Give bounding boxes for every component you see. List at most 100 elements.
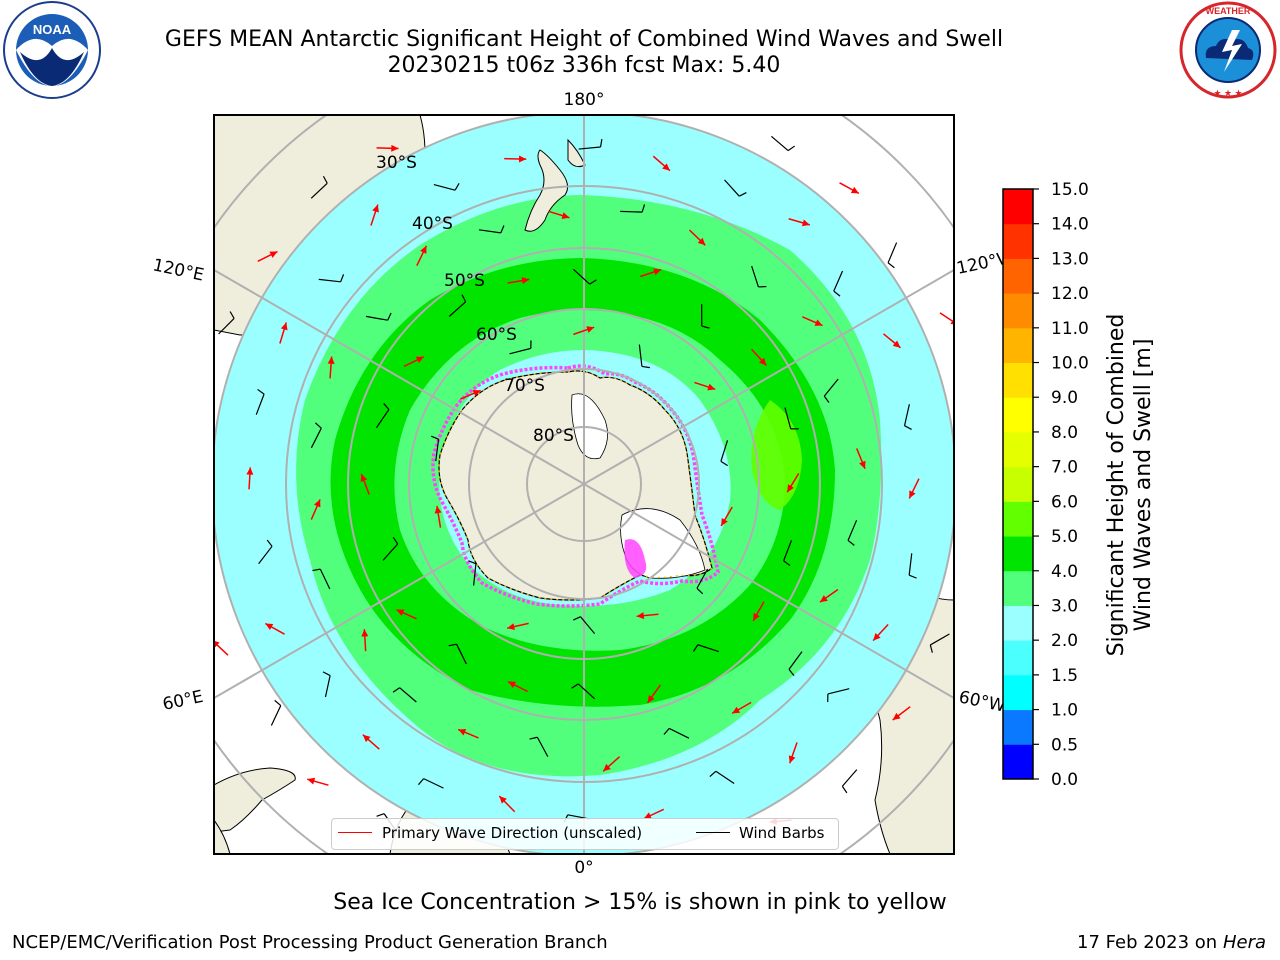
lat-label-40s: 40°S [412, 214, 453, 234]
wave-direction-arrowhead [787, 484, 794, 493]
colorbar-tick-label: 15.0 [1051, 180, 1089, 200]
wave-direction-arrowhead [892, 340, 901, 348]
noaa-logo-text: NOAA [33, 22, 72, 37]
colorbar-tick-label: 1.0 [1051, 701, 1078, 721]
wind-barb [435, 439, 440, 462]
colorbar-segment [1003, 189, 1033, 225]
wind-barb-flag [392, 687, 400, 693]
wind-barb-flag [322, 175, 328, 184]
wind-barb [720, 440, 729, 462]
wave-direction-arrowhead [814, 319, 823, 326]
colorbar-title-line2: Wind Waves and Swell [m] [1131, 339, 1156, 632]
wind-barb-flag [833, 290, 841, 297]
map-legend: Primary Wave Direction (unscaled) Wind B… [331, 818, 839, 850]
svg-text:WEATHER: WEATHER [1206, 6, 1251, 16]
wind-barb [255, 393, 265, 415]
wave-direction-arrowhead [586, 326, 595, 333]
wind-barb-flag [340, 274, 345, 283]
wave-direction-arrowhead [507, 623, 515, 631]
colorbar-title-line1: Significant Height of Combined [1104, 314, 1129, 657]
wind-barb-flag [904, 425, 912, 430]
wind-barb [823, 378, 839, 397]
wave-direction-swatch [338, 832, 372, 833]
lon-label-60w: 60°W [957, 687, 1007, 716]
wave-direction-arrowhead [753, 612, 760, 621]
wind-barb-flag [573, 616, 581, 621]
colorbar-segment [1003, 570, 1033, 606]
lon-label-0: 0° [574, 858, 593, 878]
colorbar-tick-label: 9.0 [1051, 388, 1078, 408]
wind-barb-flag [823, 395, 830, 403]
svg-text:★ ★ ★: ★ ★ ★ [1213, 88, 1242, 98]
wind-barb [478, 229, 501, 234]
wave-direction-arrowhead [662, 163, 670, 171]
wave-direction-arrowhead [788, 755, 796, 764]
wind-barb-flag [454, 182, 460, 191]
wind-barb-flag [720, 460, 728, 467]
colorbar-tick-label: 2.0 [1051, 631, 1078, 651]
lon-label-120e: 120°E [151, 255, 206, 285]
wind-barb-flag [696, 587, 704, 595]
wind-barb-flag [663, 728, 670, 735]
wind-barb [573, 268, 591, 285]
colorbar-tick-label: 6.0 [1051, 492, 1078, 512]
wave-contour-5-6m [751, 400, 802, 510]
wind-barb [310, 182, 328, 199]
wind-barb-flag [908, 574, 917, 579]
wave-direction-arrowhead [707, 383, 716, 391]
legend-wave-label: Primary Wave Direction (unscaled) [382, 824, 643, 842]
sea-ice-note: Sea Ice Concentration > 15% is shown in … [333, 890, 947, 915]
wind-barb-flag [571, 683, 579, 689]
wave-direction-arrowhead [391, 144, 399, 152]
wind-barb [258, 545, 273, 565]
lat-label-30s: 30°S [376, 153, 417, 173]
colorbar-tick-label: 0.5 [1051, 735, 1078, 755]
wind-barb-flag [500, 225, 505, 234]
wind-barb-flag [641, 204, 646, 213]
colorbar-segment [1003, 605, 1033, 641]
wave-direction-arrowhead [892, 712, 901, 720]
chart-subtitle: 20230215 t06z 336h fcst Max: 5.40 [387, 53, 781, 78]
wind-barb [697, 644, 719, 653]
wave-direction-arrowhead [508, 681, 517, 688]
wind-barb [509, 347, 531, 355]
colorbar-tick-label: 12.0 [1051, 284, 1089, 304]
colorbar-tick-label: 5.0 [1051, 527, 1078, 547]
colorbar-segment [1003, 258, 1033, 294]
lat-label-80s: 80°S [533, 426, 574, 446]
wind-barb-flag [266, 539, 273, 547]
wind-barb-flag [709, 770, 717, 777]
wind-barb-flag [376, 813, 385, 817]
wind-barb-flag [383, 403, 390, 410]
colorbar-tick-label: 7.0 [1051, 458, 1078, 478]
wind-barb [376, 409, 390, 429]
wave-direction-arrowhead [420, 245, 427, 254]
wind-barb-flag [257, 388, 265, 395]
wind-barb-swatch [696, 832, 730, 833]
wind-barb-flag [417, 778, 425, 786]
wind-barb [580, 616, 596, 635]
colorbar: 0.0 0.5 1.0 1.5 2.0 3.0 4.0 5.0 6.0 7.0 8.0 9.0 10.0… [1002, 180, 1089, 790]
wave-direction-arrowhead [653, 268, 662, 276]
land-new-zealand [524, 149, 569, 232]
wind-barb-flag [529, 736, 538, 740]
wave-direction-arrowhead [269, 251, 278, 258]
wind-barb-flag [314, 422, 322, 429]
wind-barb [448, 301, 467, 317]
wave-direction-arrowhead [314, 499, 321, 508]
wind-barb [715, 770, 735, 784]
wind-barb-flag [468, 560, 477, 565]
wave-direction-arrowhead [362, 734, 371, 743]
colorbar-segment [1003, 362, 1033, 398]
wind-barb [578, 146, 601, 150]
wind-barb-flag [887, 262, 895, 269]
wind-barb-flag [392, 536, 399, 545]
wind-barb [310, 427, 322, 449]
wave-direction-arrowhead [758, 357, 767, 366]
wind-barb-flag [322, 671, 331, 677]
colorbar-segment [1003, 674, 1033, 711]
colorbar-segment [1003, 536, 1033, 572]
colorbar-tick-label: 4.0 [1051, 562, 1078, 582]
sea-ice-weddell [624, 539, 647, 578]
